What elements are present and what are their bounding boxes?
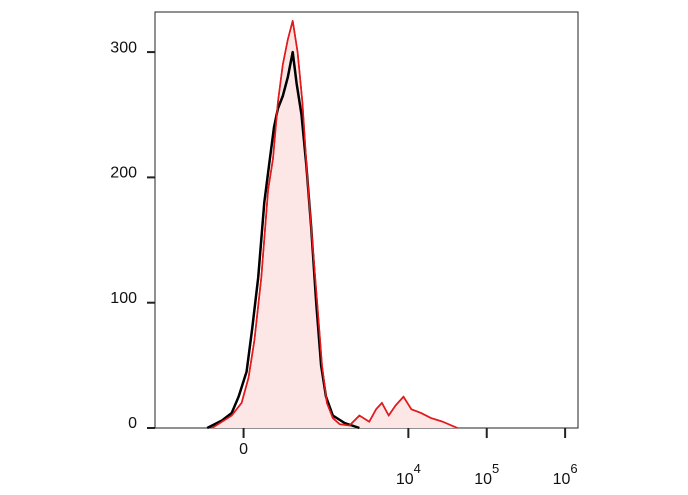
x-tick-exp: 6 (570, 461, 577, 476)
y-tick-label: 200 (110, 165, 137, 182)
y-tick-label: 100 (110, 290, 137, 307)
x-tick-base: 10 (474, 471, 492, 488)
y-tick-label: 300 (110, 39, 137, 56)
x-tick-base: 10 (553, 471, 571, 488)
x-tick-label: 106 (553, 461, 578, 488)
y-tick-label: 0 (128, 415, 137, 432)
x-tick-label: 105 (474, 461, 499, 488)
x-tick-exp: 5 (492, 461, 499, 476)
series-outline (211, 20, 458, 429)
series-area (212, 20, 458, 429)
x-tick-label: 0 (239, 441, 248, 458)
x-tick-label: 104 (396, 461, 421, 488)
series-line (211, 20, 458, 429)
x-tick-exp: 4 (414, 461, 421, 476)
plot-frame (154, 11, 579, 429)
x-tick-base: 10 (396, 471, 414, 488)
